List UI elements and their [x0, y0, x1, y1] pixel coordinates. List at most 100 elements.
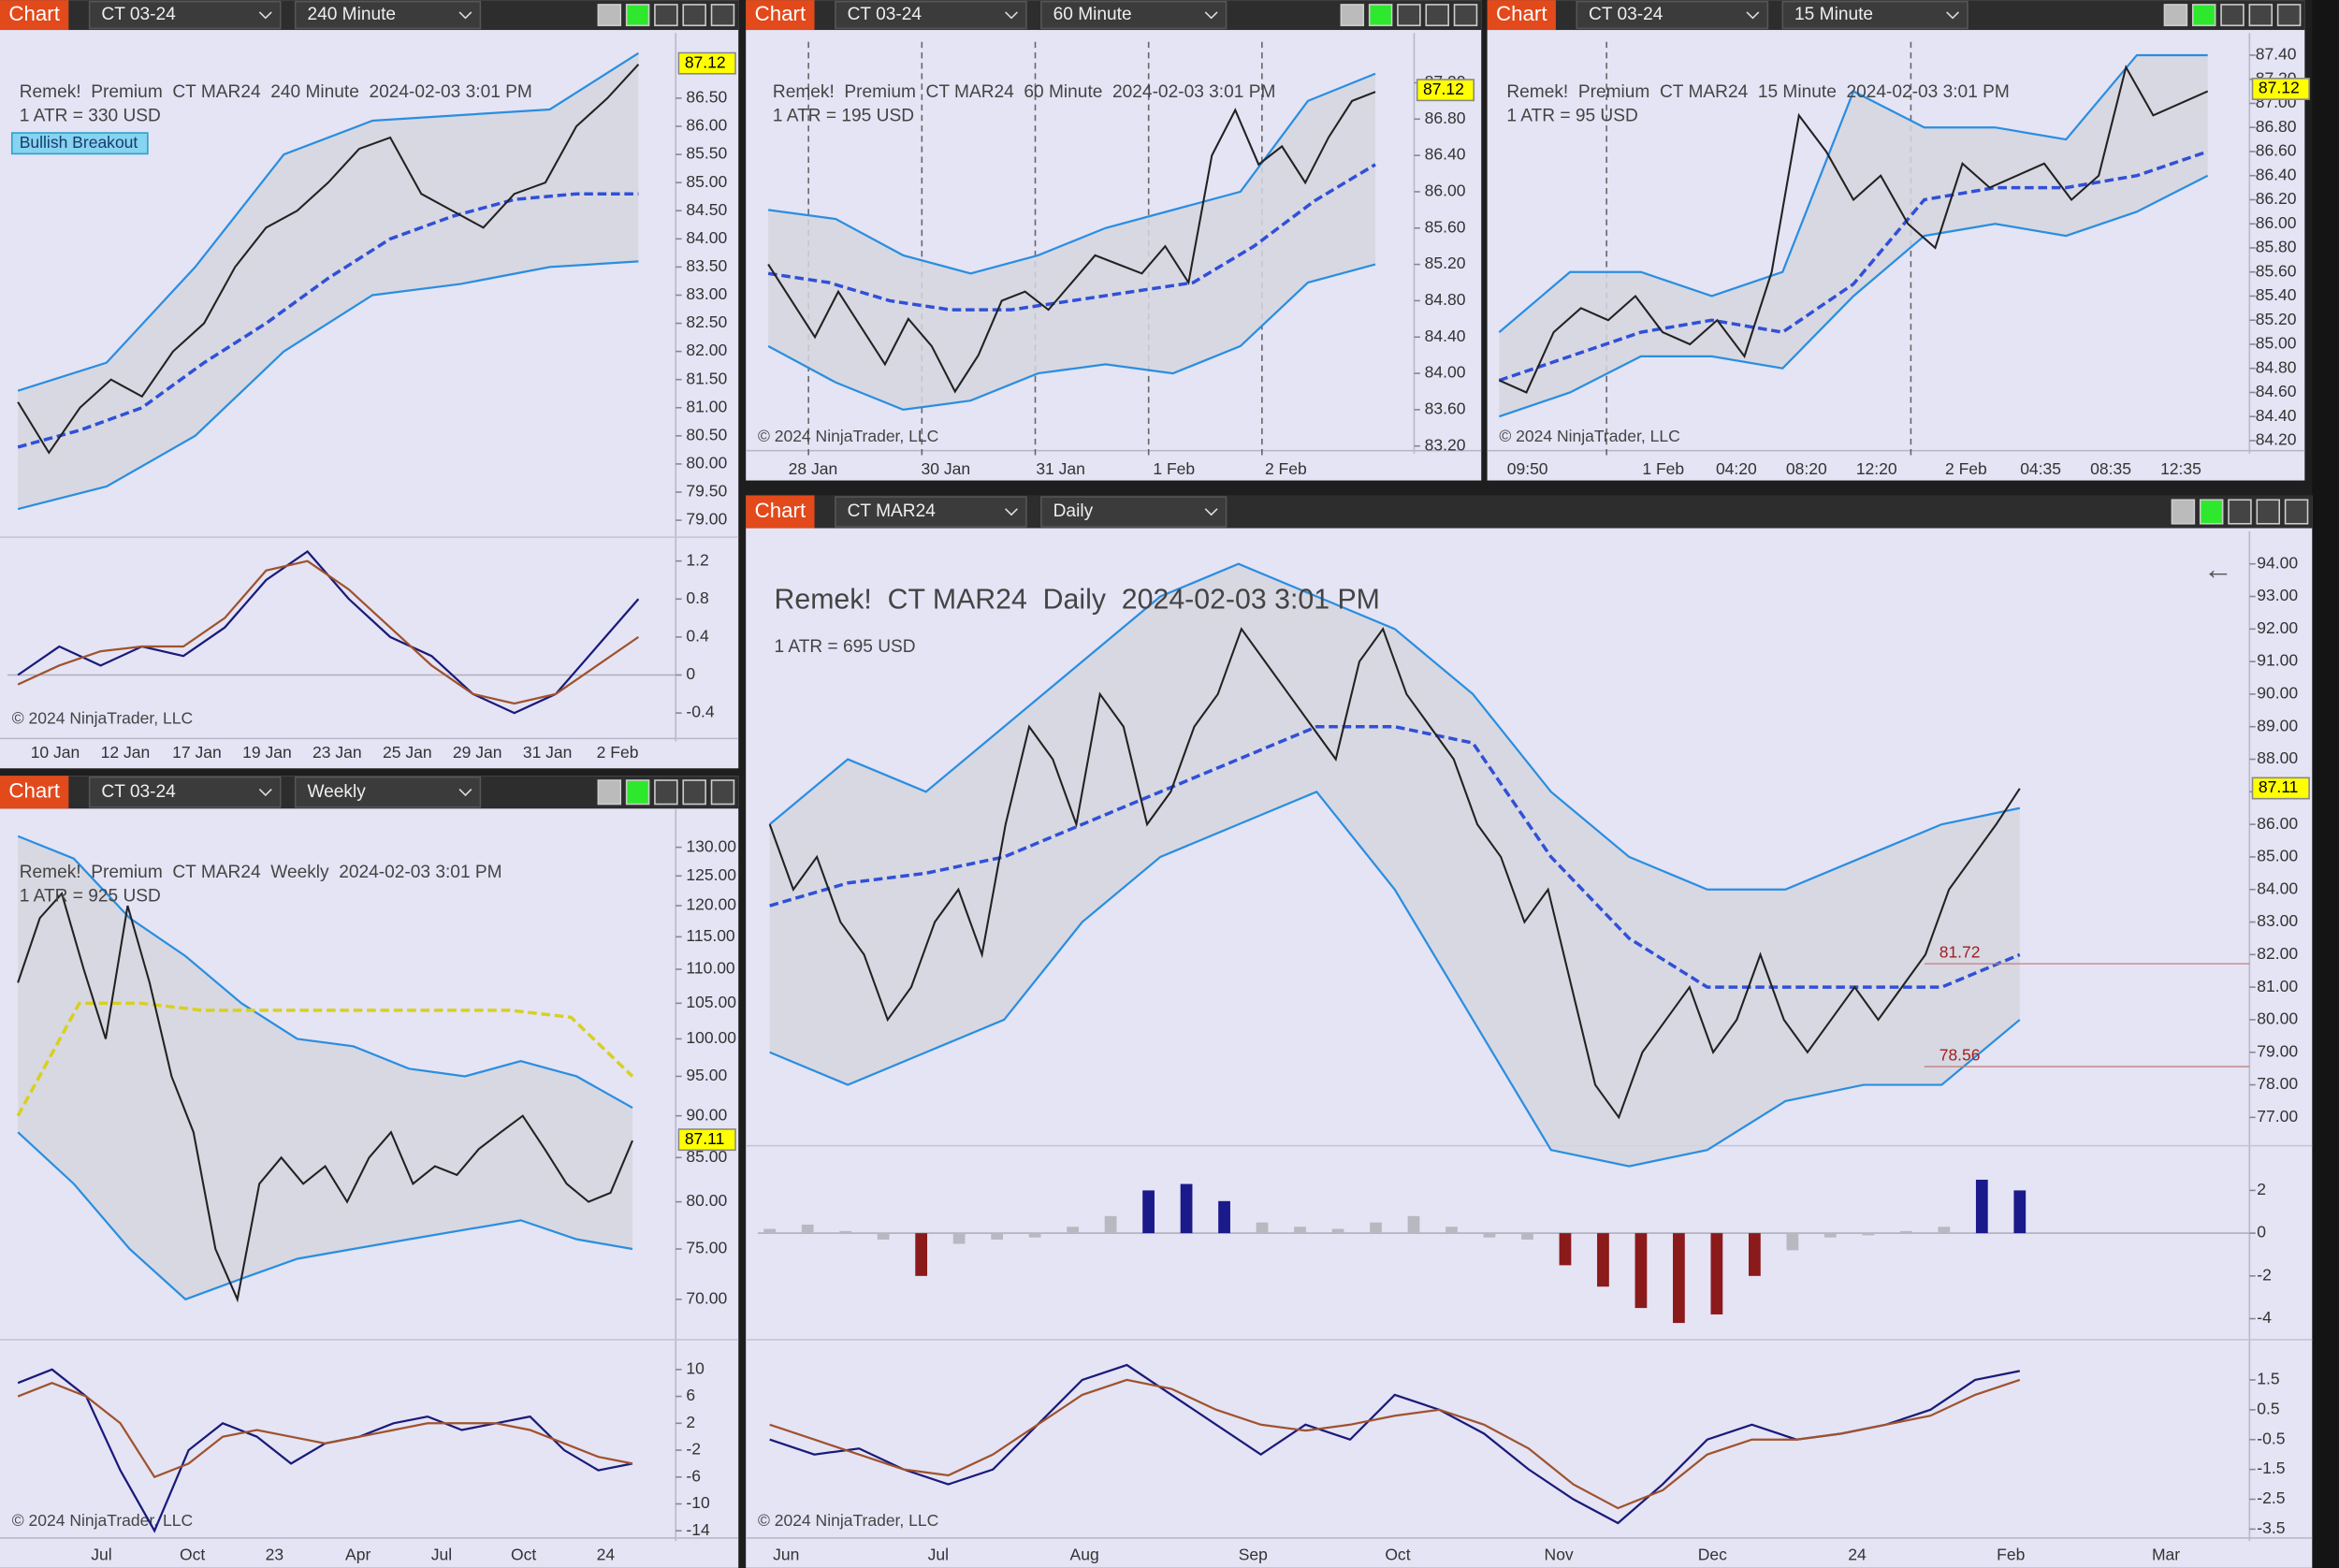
x-tick-label: 28 Jan	[789, 459, 838, 478]
histogram-bar	[1446, 1227, 1458, 1234]
oscillator-line	[769, 1378, 2021, 1510]
window-control[interactable]	[597, 779, 622, 806]
instrument-dropdown-label: CT 03-24	[101, 5, 176, 24]
window-control[interactable]	[1340, 4, 1365, 27]
chart-title: Remek! Premium CT MAR24 60 Minute 2024-0…	[773, 82, 1275, 102]
window-control[interactable]	[625, 4, 650, 27]
y-tick-label: 86.00	[2257, 814, 2298, 833]
interval-dropdown[interactable]	[1040, 0, 1228, 30]
y-tick-label: 120.00	[686, 895, 736, 914]
window-control[interactable]	[1397, 4, 1421, 27]
interval-dropdown[interactable]	[1781, 0, 1969, 30]
upper-band	[767, 72, 1376, 275]
interval-dropdown-label: Daily	[1053, 501, 1094, 521]
y-tick-label: 85.60	[2256, 261, 2297, 280]
window-control[interactable]	[1368, 4, 1393, 27]
x-tick-label: 17 Jan	[172, 743, 222, 762]
x-tick-label: 2 Feb	[597, 743, 639, 762]
y-tick-label: 2	[686, 1413, 695, 1431]
y-tick-label: -1.5	[2257, 1459, 2285, 1477]
window-control[interactable]	[1425, 4, 1449, 27]
interval-dropdown-label: 60 Minute	[1053, 5, 1132, 24]
instrument-dropdown[interactable]	[88, 0, 282, 30]
dropdown-arrow	[1746, 11, 1760, 20]
x-tick-label: 30 Jan	[922, 459, 971, 478]
y-tick-label: 79.00	[2257, 1041, 2298, 1060]
y-tick-label: 83.60	[1425, 399, 1466, 418]
window-control[interactable]	[2199, 499, 2224, 525]
chart-title: Remek! Premium CT MAR24 Weekly 2024-02-0…	[20, 863, 502, 882]
level-label: 78.56	[1939, 1046, 1981, 1065]
x-tick-label: 12:20	[1856, 459, 1897, 478]
y-tick-label: 82.00	[2257, 944, 2298, 963]
histogram-bar	[1256, 1222, 1269, 1234]
window-control[interactable]	[2248, 4, 2274, 27]
instrument-dropdown[interactable]	[1576, 0, 1769, 30]
interval-dropdown[interactable]	[1040, 496, 1228, 528]
window-control[interactable]	[625, 779, 650, 806]
chart-title: Remek! Premium CT MAR24 15 Minute 2024-0…	[1506, 82, 2009, 102]
window-control[interactable]	[2220, 4, 2245, 27]
window-control[interactable]	[2284, 499, 2309, 525]
y-tick-label: 80.00	[686, 1191, 727, 1210]
interval-dropdown[interactable]	[294, 0, 482, 30]
chart-button[interactable]	[0, 0, 69, 31]
chart-title: Remek! CT MAR24 Daily 2024-02-03 3:01 PM	[774, 585, 1379, 616]
y-tick-label: 85.40	[2256, 285, 2297, 304]
lower-band	[17, 260, 639, 511]
x-tick-label: 10 Jan	[31, 743, 80, 762]
chart-button[interactable]	[746, 495, 815, 529]
window-control[interactable]	[2163, 4, 2188, 27]
x-tick-label: 1 Feb	[1642, 459, 1684, 478]
window-control[interactable]	[2256, 499, 2281, 525]
y-tick-label: 90.00	[2257, 684, 2298, 703]
window-control[interactable]	[682, 4, 706, 27]
window-control[interactable]	[654, 4, 678, 27]
window-control[interactable]	[710, 4, 735, 27]
y-tick-label: 83.00	[2257, 911, 2298, 930]
y-tick-label: 87.40	[2256, 45, 2297, 64]
y-tick-label: 86.00	[2256, 213, 2297, 232]
y-tick-label: 85.20	[2256, 310, 2297, 328]
chart-button-label: Chart	[8, 779, 60, 803]
chart-button[interactable]	[746, 0, 815, 31]
instrument-dropdown[interactable]	[835, 0, 1027, 30]
y-tick-label: 90.00	[686, 1105, 727, 1124]
y-tick-label: 86.80	[2256, 117, 2297, 136]
instrument-dropdown[interactable]	[88, 777, 282, 808]
lower-band	[17, 1131, 633, 1301]
window-control[interactable]	[597, 4, 622, 27]
y-tick-label: -0.5	[2257, 1429, 2285, 1447]
instrument-dropdown[interactable]	[835, 496, 1027, 528]
price-line	[1498, 65, 2209, 394]
last-price-tag	[677, 1128, 736, 1152]
window-control[interactable]	[2171, 499, 2196, 525]
copyright: © 2024 NinjaTrader, LLC	[1499, 427, 1679, 445]
chart-button[interactable]	[1487, 0, 1556, 31]
x-tick-label: Feb	[1997, 1546, 2025, 1564]
y-tick-label: 0	[2257, 1223, 2266, 1241]
y-tick-label: 95.00	[686, 1066, 727, 1084]
y-tick-label: 78.00	[2257, 1074, 2298, 1093]
chart-button[interactable]	[0, 776, 69, 809]
y-tick-label: 84.20	[2256, 430, 2297, 449]
last-price-tag	[677, 51, 736, 75]
y-tick-label: 81.00	[686, 397, 727, 415]
chart-button-label: Chart	[755, 2, 806, 25]
window-control[interactable]	[2191, 4, 2216, 27]
y-tick-label: 79.50	[686, 482, 727, 501]
back-arrow[interactable]: ←	[2203, 552, 2233, 586]
window-control[interactable]	[710, 779, 735, 806]
copyright: © 2024 NinjaTrader, LLC	[758, 427, 938, 445]
y-tick-label: -10	[686, 1493, 710, 1512]
window-control[interactable]	[2276, 4, 2302, 27]
histogram-bar	[1407, 1215, 1420, 1234]
window-control[interactable]	[654, 779, 678, 806]
window-control[interactable]	[2228, 499, 2252, 525]
y-tick-label: -6	[686, 1466, 701, 1485]
window-control[interactable]	[682, 779, 706, 806]
interval-dropdown[interactable]	[294, 777, 482, 808]
window-control[interactable]	[1453, 4, 1478, 27]
instrument-dropdown-label: CT 03-24	[101, 782, 176, 802]
y-tick-label: 85.00	[686, 1147, 727, 1166]
